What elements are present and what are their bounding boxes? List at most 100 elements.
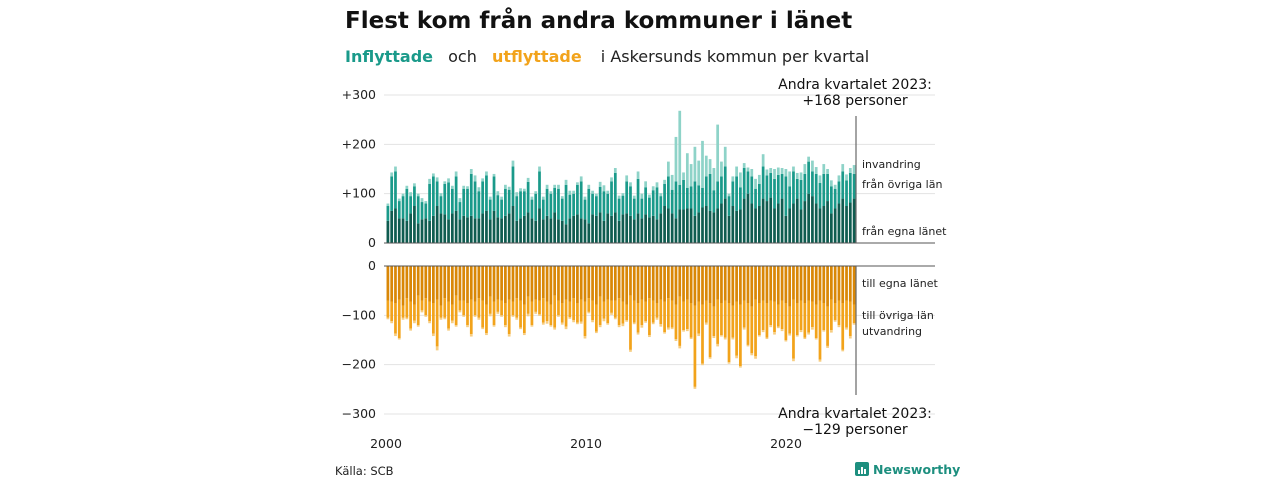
- bar-fran-ovriga-lan: [576, 184, 579, 215]
- subtitle-och: och: [448, 47, 477, 66]
- bar-till-egna-lanet: [492, 266, 496, 302]
- bar-fran-egna-lanet: [746, 193, 750, 243]
- bar-utvandring: [712, 336, 716, 339]
- bar-till-ovriga-lan: [746, 303, 750, 345]
- bar-fran-ovriga-lan: [712, 190, 716, 213]
- bar-till-egna-lanet: [818, 266, 822, 301]
- bar-fran-ovriga-lan: [443, 183, 447, 215]
- bar-invandring: [708, 159, 712, 174]
- bar-till-egna-lanet: [557, 266, 560, 301]
- bar-invandring: [648, 194, 651, 198]
- bar-till-egna-lanet: [439, 266, 443, 306]
- bar-fran-egna-lanet: [458, 219, 462, 243]
- bar-fran-ovriga-lan: [553, 187, 557, 213]
- bar-fran-egna-lanet: [390, 210, 394, 243]
- bar-till-ovriga-lan: [621, 301, 625, 324]
- bar-utvandring: [492, 325, 496, 327]
- bar-till-ovriga-lan: [651, 300, 655, 323]
- bar-fran-ovriga-lan: [792, 171, 795, 204]
- bar-till-egna-lanet: [765, 266, 769, 303]
- bar-till-egna-lanet: [811, 266, 814, 302]
- bar-till-ovriga-lan: [432, 303, 435, 334]
- bar-invandring: [541, 196, 545, 200]
- bar-till-egna-lanet: [466, 266, 469, 303]
- bar-till-egna-lanet: [731, 266, 735, 306]
- label-invandring: invandring: [862, 158, 921, 171]
- bar-till-egna-lanet: [716, 266, 720, 300]
- bar-fran-ovriga-lan: [788, 186, 792, 209]
- bar-till-egna-lanet: [739, 266, 742, 305]
- bar-till-ovriga-lan: [788, 306, 792, 334]
- bar-fran-ovriga-lan: [477, 191, 481, 219]
- bar-utvandring: [670, 327, 674, 330]
- bar-invandring: [530, 196, 534, 200]
- bar-fran-egna-lanet: [720, 203, 723, 243]
- bar-fran-ovriga-lan: [625, 181, 629, 214]
- bar-till-ovriga-lan: [473, 301, 477, 316]
- bar-till-egna-lanet: [799, 266, 803, 301]
- bar-utvandring: [651, 322, 655, 325]
- bar-fran-egna-lanet: [632, 219, 636, 243]
- bar-fran-ovriga-lan: [678, 184, 682, 210]
- bar-till-ovriga-lan: [469, 299, 473, 335]
- bar-utvandring: [579, 321, 583, 324]
- bar-till-ovriga-lan: [488, 296, 492, 314]
- bar-till-ovriga-lan: [708, 303, 712, 358]
- bar-till-egna-lanet: [795, 266, 799, 303]
- bar-till-ovriga-lan: [477, 298, 481, 318]
- bar-fran-ovriga-lan: [492, 176, 496, 211]
- bar-utvandring: [723, 337, 727, 340]
- bar-till-egna-lanet: [632, 266, 636, 301]
- bar-fran-egna-lanet: [830, 213, 833, 243]
- bar-till-ovriga-lan: [390, 301, 394, 322]
- bar-till-egna-lanet: [625, 266, 629, 305]
- bar-utvandring: [640, 325, 644, 328]
- bar-till-ovriga-lan: [428, 301, 431, 322]
- bar-invandring: [776, 167, 780, 175]
- bar-utvandring: [750, 353, 754, 356]
- bar-utvandring: [454, 325, 458, 327]
- bar-till-ovriga-lan: [538, 300, 541, 315]
- bar-fran-egna-lanet: [530, 218, 534, 243]
- bar-till-egna-lanet: [776, 266, 780, 305]
- bar-till-egna-lanet: [488, 266, 492, 297]
- bar-fran-egna-lanet: [564, 224, 568, 243]
- annotation-bottom-line1: Andra kvartalet 2023:: [778, 406, 932, 422]
- bar-fran-egna-lanet: [659, 213, 663, 243]
- upper-grid: [384, 94, 935, 195]
- bar-fran-ovriga-lan: [507, 189, 511, 214]
- bar-till-ovriga-lan: [757, 303, 761, 336]
- bar-till-ovriga-lan: [492, 301, 496, 326]
- bar-utvandring: [701, 363, 704, 366]
- bar-invandring: [674, 136, 678, 182]
- bar-fran-egna-lanet: [723, 198, 727, 243]
- bar-till-ovriga-lan: [640, 299, 644, 326]
- bar-invandring: [519, 188, 522, 192]
- bar-utvandring: [814, 338, 818, 340]
- bar-fran-ovriga-lan: [462, 188, 466, 216]
- bar-till-egna-lanet: [602, 266, 606, 302]
- bar-till-ovriga-lan: [595, 304, 598, 332]
- bar-fran-egna-lanet: [519, 218, 522, 243]
- bar-till-egna-lanet: [754, 266, 757, 300]
- bar-fran-ovriga-lan: [784, 176, 788, 216]
- bar-till-ovriga-lan: [648, 298, 651, 336]
- label-till-egna-lanet: till egna länet: [862, 277, 938, 290]
- bar-invandring: [443, 181, 447, 184]
- bar-utvandring: [742, 327, 746, 330]
- bar-utvandring: [450, 320, 454, 324]
- newsworthy-logo: Newsworthy: [855, 462, 960, 477]
- bar-utvandring: [473, 315, 477, 317]
- bar-utvandring: [481, 327, 485, 330]
- bar-invandring: [757, 174, 761, 184]
- bar-utvandring: [682, 330, 685, 332]
- bar-utvandring: [731, 337, 735, 340]
- bar-till-ovriga-lan: [481, 300, 485, 328]
- bar-fran-egna-lanet: [674, 218, 678, 243]
- bar-invandring: [811, 160, 814, 172]
- bar-utvandring: [739, 366, 742, 368]
- bar-invandring: [704, 155, 708, 177]
- bar-till-egna-lanet: [583, 266, 587, 302]
- bar-till-ovriga-lan: [701, 304, 704, 364]
- bar-utvandring: [496, 311, 500, 314]
